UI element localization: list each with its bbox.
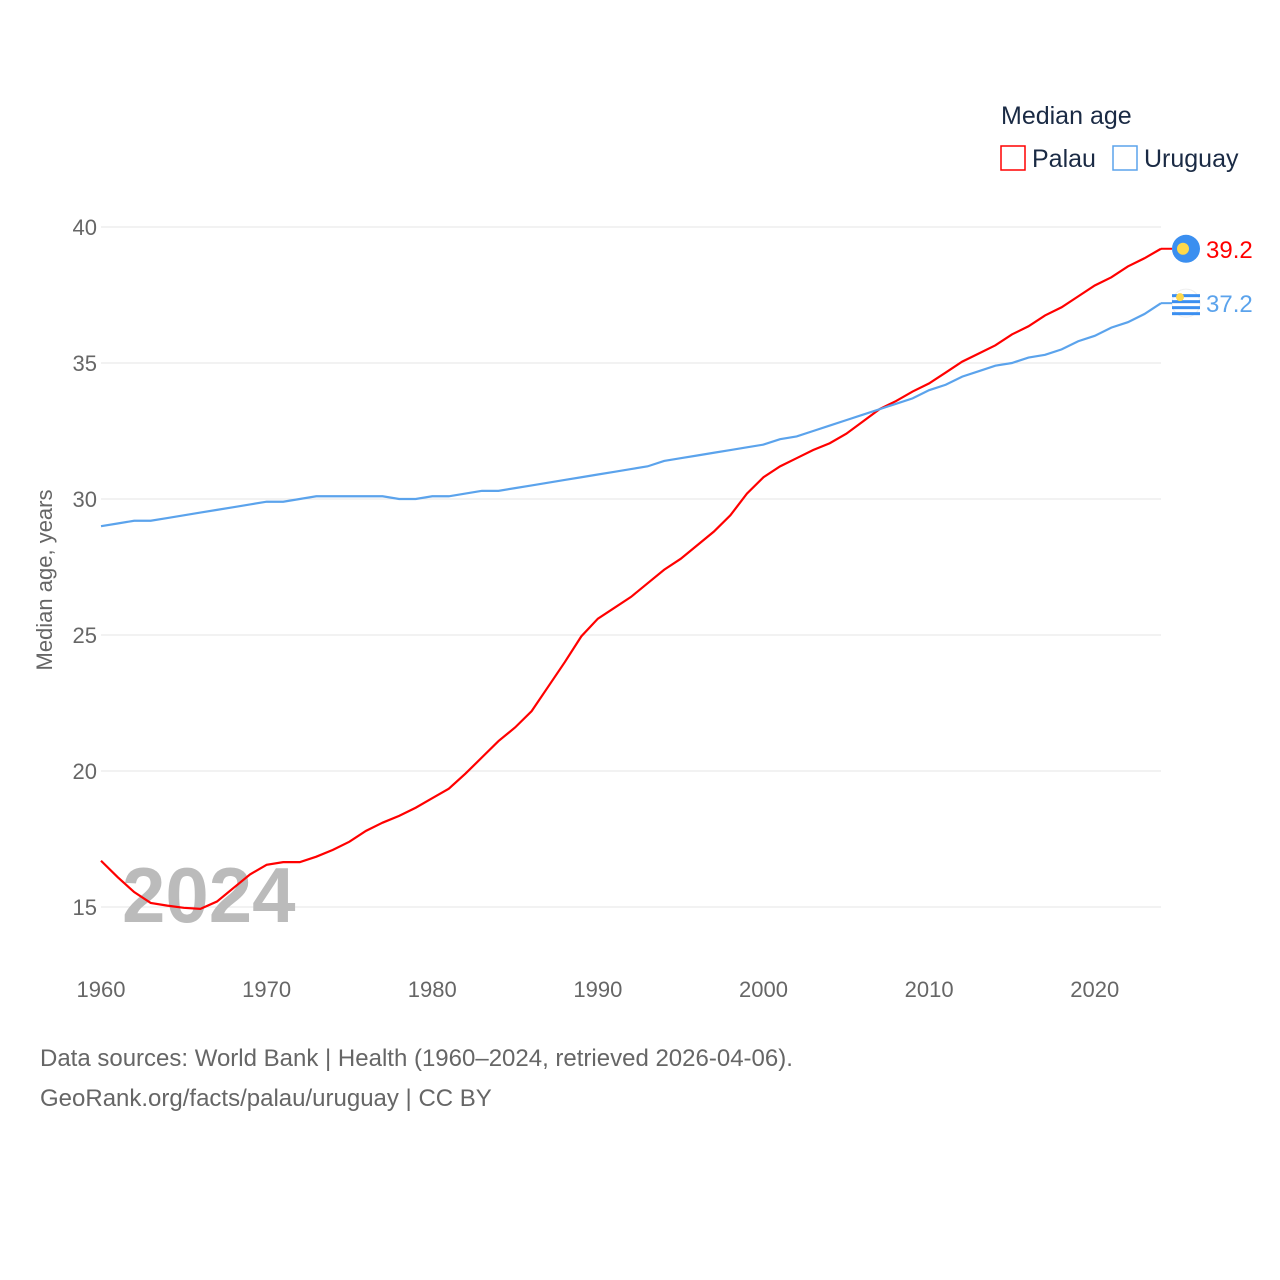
- flag-icon-palau: [1172, 234, 1200, 263]
- source-line-1: Data sources: World Bank | Health (1960–…: [40, 1045, 793, 1072]
- x-tick-label: 1980: [408, 977, 457, 1002]
- x-tick-label: 1990: [573, 977, 622, 1002]
- y-tick-label: 40: [73, 215, 97, 240]
- flag-sun: [1176, 293, 1184, 302]
- legend-item-uruguay[interactable]: Uruguay: [1144, 145, 1239, 173]
- x-tick-label: 2010: [905, 977, 954, 1002]
- legend-swatch-palau: [1000, 145, 1026, 171]
- flag-moon: [1177, 242, 1189, 255]
- x-tick-label: 1960: [77, 977, 126, 1002]
- series-line-uruguay: [100, 302, 1162, 528]
- source-line-2[interactable]: GeoRank.org/facts/palau/uruguay | CC BY: [40, 1085, 492, 1112]
- end-value-label: 37.2: [1206, 291, 1253, 318]
- x-tick-label: 2000: [739, 977, 788, 1002]
- end-value-label: 39.2: [1206, 237, 1253, 264]
- flag-stripe: [1172, 294, 1200, 298]
- legend-title: Median age: [1001, 102, 1132, 130]
- flag-stripe: [1172, 300, 1200, 304]
- y-tick-label: 20: [73, 759, 97, 784]
- y-tick-label: 30: [73, 487, 97, 512]
- legend-item-palau[interactable]: Palau: [1032, 145, 1096, 173]
- x-tick-label: 2020: [1070, 977, 1119, 1002]
- series-line-palau: [100, 247, 1162, 911]
- flag-stripe: [1172, 312, 1200, 316]
- x-tick-label: 1970: [242, 977, 291, 1002]
- y-axis-label: Median age, years: [32, 490, 57, 671]
- y-tick-label: 25: [73, 623, 97, 648]
- y-tick-label: 15: [73, 895, 97, 920]
- legend-swatch-uruguay: [1112, 145, 1138, 171]
- y-tick-label: 35: [73, 351, 97, 376]
- flag-icon-uruguay: [1171, 288, 1201, 318]
- flag-stripe: [1172, 306, 1200, 310]
